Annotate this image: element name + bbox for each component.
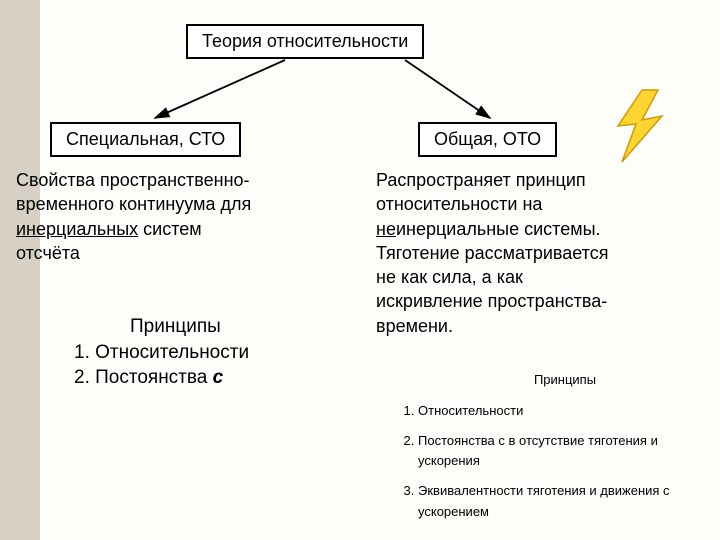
right-principles-list: Относительности Постоянства с в отсутстви… xyxy=(390,401,700,523)
left-principles-items: 1. Относительности2. Постоянства с xyxy=(74,340,354,391)
right-principles-title: Принципы xyxy=(390,370,700,391)
right-principles-item: Эквивалентности тяготения и движения с у… xyxy=(418,481,700,523)
left-stripe xyxy=(0,0,40,540)
right-box: Общая, ОТО xyxy=(418,122,557,157)
right-principles-item: Относительности xyxy=(418,401,700,422)
arrow-right xyxy=(405,60,490,118)
left-description: Свойства пространственно-временного конт… xyxy=(16,168,346,265)
left-box-text: Специальная, СТО xyxy=(66,129,225,149)
right-principles: Принципы Относительности Постоянства с в … xyxy=(390,370,700,536)
left-principles: Принципы 1. Относительности2. Постоянств… xyxy=(74,314,354,391)
right-description: Распространяет принципотносительности на… xyxy=(376,168,711,338)
top-box: Теория относительности xyxy=(186,24,424,59)
lightning-icon xyxy=(612,88,682,168)
left-principles-title: Принципы xyxy=(74,314,354,340)
right-principles-item: Постоянства с в отсутствие тяготения и у… xyxy=(418,431,700,473)
arrow-left xyxy=(155,60,285,118)
right-box-text: Общая, ОТО xyxy=(434,129,541,149)
top-box-text: Теория относительности xyxy=(202,31,408,51)
left-box: Специальная, СТО xyxy=(50,122,241,157)
